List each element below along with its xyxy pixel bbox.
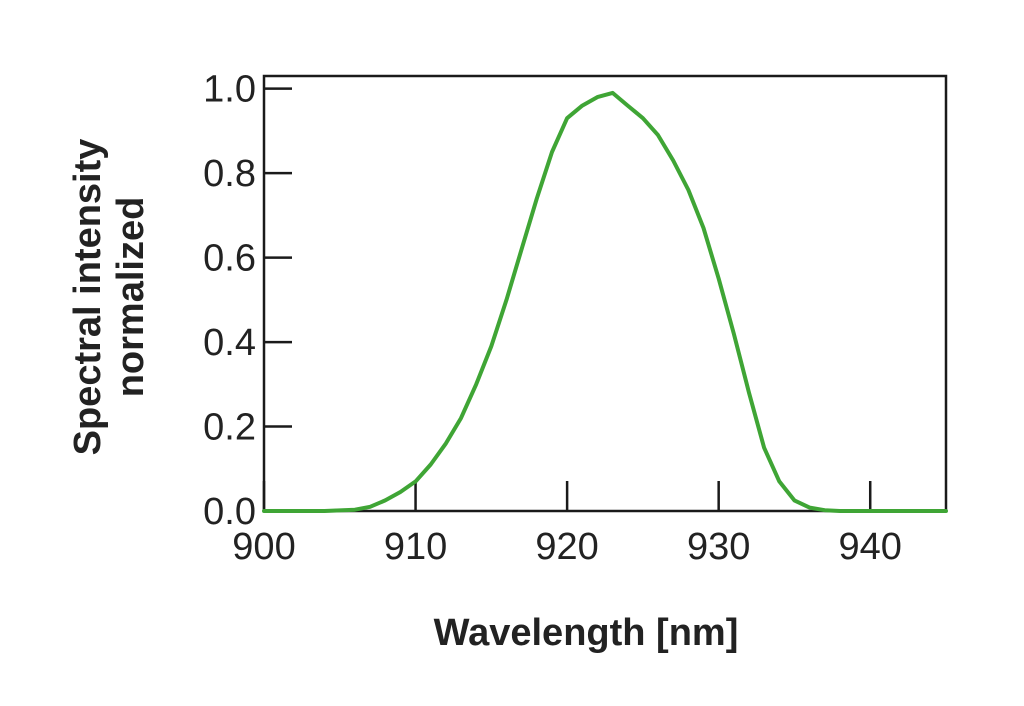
plot-frame — [262, 74, 948, 513]
x-axis-ticks: 900 910 920 930 940 — [232, 481, 902, 568]
x-tick-label: 930 — [687, 526, 750, 568]
x-tick-label: 910 — [384, 526, 447, 568]
y-tick-label: 0.4 — [203, 322, 256, 364]
y-axis-title-line-1: Spectral intensity — [67, 139, 109, 456]
x-tick-label: 940 — [839, 526, 902, 568]
y-axis-ticks: 0.0 0.2 0.4 0.6 0.8 1.0 — [203, 69, 292, 533]
y-tick-label: 1.0 — [203, 69, 256, 111]
x-tick-label: 900 — [232, 526, 295, 568]
y-axis-title-line-2: normalized — [110, 197, 152, 398]
series-layer — [262, 90, 948, 513]
y-tick-label: 0.6 — [203, 238, 256, 280]
y-tick-label: 0.0 — [203, 491, 256, 533]
spectrum-line — [262, 90, 948, 513]
x-axis-title: Wavelength [nm] — [434, 612, 739, 654]
x-tick-label: 920 — [535, 526, 598, 568]
y-tick-label: 0.8 — [203, 153, 256, 195]
y-tick-label: 0.2 — [203, 407, 256, 449]
